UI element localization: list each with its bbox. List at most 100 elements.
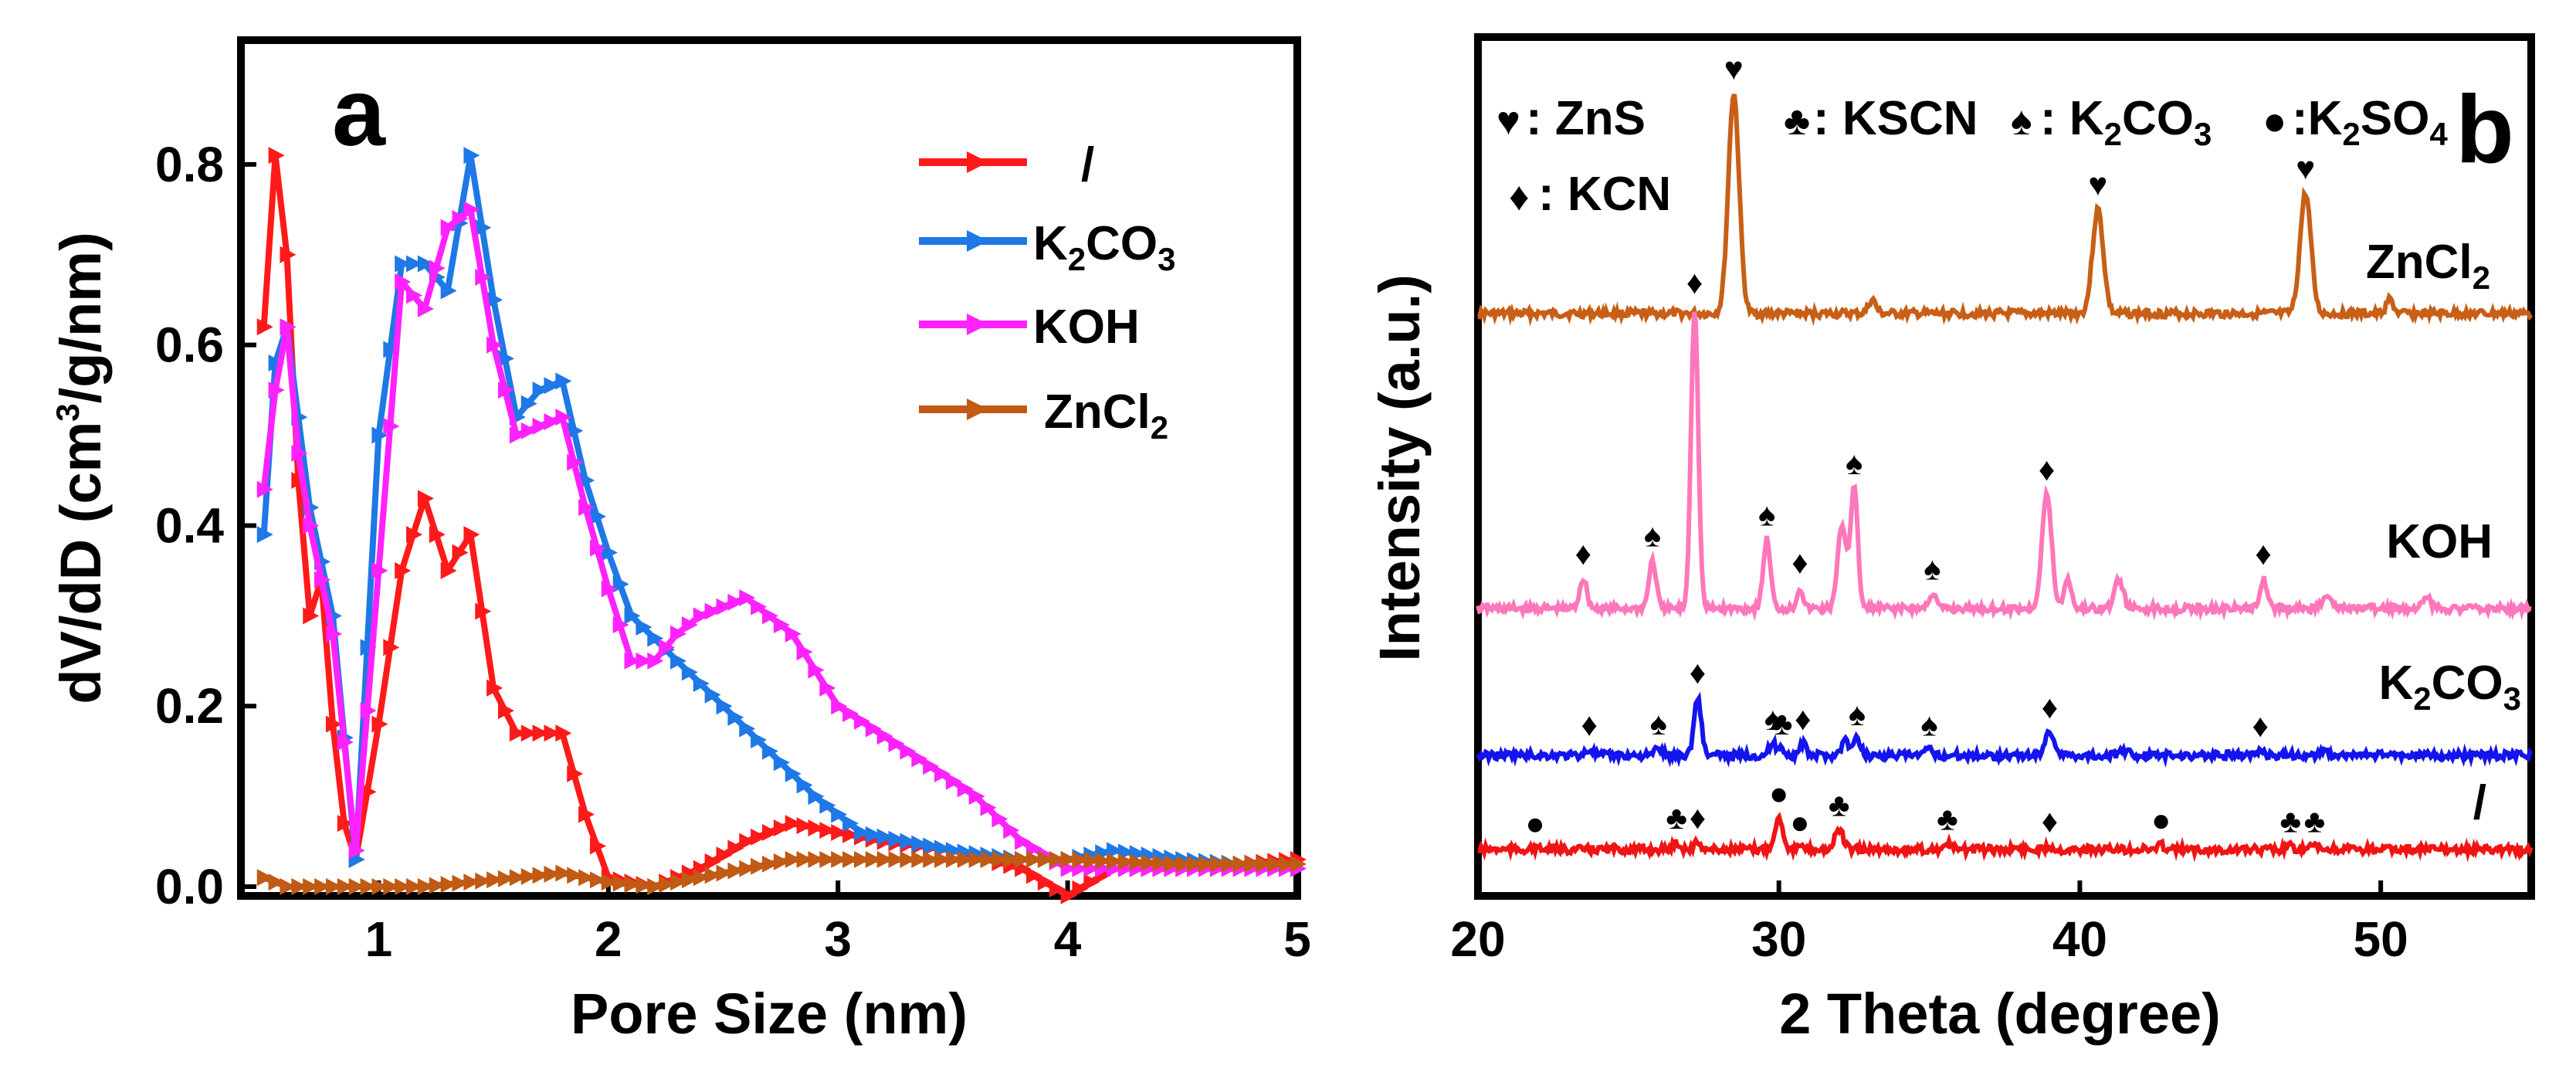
panel-b-curve-label: ZnCl2 xyxy=(2366,236,2490,296)
panel-b-curve-label: / xyxy=(2473,776,2486,829)
panel-a-data-point xyxy=(751,598,768,616)
panel-a-data-point xyxy=(796,643,813,661)
panel-a-data-point xyxy=(452,874,469,892)
panel-b-peak-marker: ♦ xyxy=(2255,535,2271,572)
panel-a-data-point xyxy=(532,382,549,399)
panel-a-data-point xyxy=(486,336,503,354)
panel-a-data-point xyxy=(636,652,652,670)
panel-a-legend-label: / xyxy=(1081,138,1094,192)
panel-a-data-point xyxy=(980,799,997,816)
panel-a-data-point xyxy=(303,878,320,895)
panel-a-data-point xyxy=(808,850,825,868)
panel-a-data-point xyxy=(704,867,721,884)
panel-b-peak-marker: ♠ xyxy=(1849,696,1866,732)
panel-a-data-point xyxy=(900,850,917,868)
panel-b-x-ticks: 20 30 40 50 xyxy=(1450,880,2408,967)
panel-b-peak-marker: ♦ xyxy=(2042,689,2058,725)
panel-a-data-point xyxy=(555,372,572,390)
panel-b-peak-marker: ♠ xyxy=(1764,701,1781,737)
panel-a-data-point xyxy=(498,350,514,368)
panel-a-data-point xyxy=(291,878,308,895)
panel-a-data-point xyxy=(1290,855,1307,873)
panel-a-data-point xyxy=(831,806,848,823)
panel-a-data-point xyxy=(1244,855,1261,873)
panel-b-pattern-line xyxy=(1476,311,2532,622)
panel-a-data-point xyxy=(268,355,285,372)
panel-a-data-point xyxy=(945,850,962,868)
panel-a-y-tick-label: 0.8 xyxy=(155,137,224,192)
panel-a-data-point xyxy=(395,561,412,579)
panel-a-data-point xyxy=(853,823,870,841)
panel-a-data-point xyxy=(1049,850,1066,868)
panel-a-data-point xyxy=(1072,851,1089,869)
panel-a-legend-label: K2CO3 xyxy=(1033,217,1176,277)
panel-b-peak-marker: ● xyxy=(1790,804,1809,840)
panel-a-data-point xyxy=(773,616,790,634)
panel-a-data-point xyxy=(796,776,813,794)
panel-a-data-point xyxy=(900,833,917,850)
panel-a-data-point xyxy=(1232,855,1249,873)
panel-a-y-tick-label: 0.4 xyxy=(155,497,224,553)
panel-a-x-ticks: 1 2 3 4 5 xyxy=(365,880,1311,967)
panel-a-data-point xyxy=(498,382,514,399)
panel-b-legend-entry: ♠: K2CO3 xyxy=(2011,92,2212,152)
panel-a-data-point xyxy=(325,715,342,733)
panel-a-data-point xyxy=(751,828,768,846)
panel-a-data-point xyxy=(256,869,273,887)
panel-a-data-point xyxy=(1107,853,1124,870)
panel-a-legend-entry: K2CO3 xyxy=(919,217,1176,277)
panel-a-data-point xyxy=(1083,874,1100,891)
panel-a-legend-label: ZnCl2 xyxy=(1044,385,1168,446)
panel-b-peak-marker: ♥ xyxy=(2088,166,2107,202)
panel-a-data-point xyxy=(888,830,905,848)
panel-b-peak-marker: ♦ xyxy=(1690,799,1706,836)
panel-a-data-point xyxy=(1198,855,1215,873)
panel-a-data-point xyxy=(463,147,480,165)
panel-a-data-point xyxy=(624,652,641,670)
panel-b-peak-marker: ♦ xyxy=(1795,701,1811,737)
panel-a-data-point xyxy=(785,765,802,782)
panel-a-data-point xyxy=(842,850,859,868)
panel-a-data-point xyxy=(520,724,537,742)
panel-b-x-tick-label: 20 xyxy=(1450,911,1505,967)
panel-a-y-tick-label: 0.0 xyxy=(155,859,224,914)
panel-a-data-point xyxy=(659,639,676,656)
panel-b-x-tick-label: 50 xyxy=(2354,911,2408,967)
panel-a-data-point xyxy=(716,846,733,864)
panel-a-data-point xyxy=(498,702,514,720)
panel-a-data-point xyxy=(1026,840,1042,857)
panel-a-data-point xyxy=(865,826,882,843)
panel-a-legend-entry: KOH xyxy=(919,300,1140,354)
panel-a-data-point xyxy=(923,850,940,868)
panel-a-data-point xyxy=(923,758,940,775)
panel-a-data-point xyxy=(659,876,676,894)
panel-a-data-point xyxy=(1164,855,1181,873)
panel-a-data-point xyxy=(440,219,457,236)
panel-a-data-point xyxy=(1083,852,1100,870)
panel-a-y-ticks: 0.0 0.2 0.4 0.6 0.8 xyxy=(155,137,256,914)
panel-a-data-point xyxy=(475,219,492,236)
panel-a-data-point xyxy=(452,210,469,228)
panel-a-data-point xyxy=(739,860,756,877)
panel-a-data-point xyxy=(567,867,584,884)
panel-b-series-2: ♦ ♠♦♠♣ ♦ ♠ ♠ ♦♦K2CO3 xyxy=(1476,654,2534,768)
panel-b-pattern-line xyxy=(1477,93,2534,327)
panel-a-data-point xyxy=(1072,880,1089,897)
panel-a-data-point xyxy=(440,282,457,300)
panel-a-data-point xyxy=(463,874,480,891)
panel-a-data-point xyxy=(808,661,825,679)
panel-a-label: a xyxy=(332,59,386,166)
panel-a-data-point xyxy=(589,539,606,557)
panel-a-data-point xyxy=(325,625,342,643)
panel-a-frame xyxy=(237,36,1301,900)
panel-a-data-point xyxy=(589,507,606,525)
panel-b-x-title: 2 Theta (degree) xyxy=(1779,982,2221,1046)
panel-b-peak-marker: ♥ xyxy=(1724,50,1744,87)
panel-b-peak-marker: ♦ xyxy=(1791,544,1808,581)
panel-b-peak-marker: ♦ xyxy=(1581,707,1597,743)
panel-a-data-point xyxy=(429,260,446,277)
panel-a-data-point xyxy=(1107,842,1124,860)
panel-a-data-point xyxy=(452,544,469,561)
panel-b-peak-marker: ♠ xyxy=(1846,445,1863,481)
panel-b-legend-symbol: ♠ xyxy=(2011,99,2032,144)
